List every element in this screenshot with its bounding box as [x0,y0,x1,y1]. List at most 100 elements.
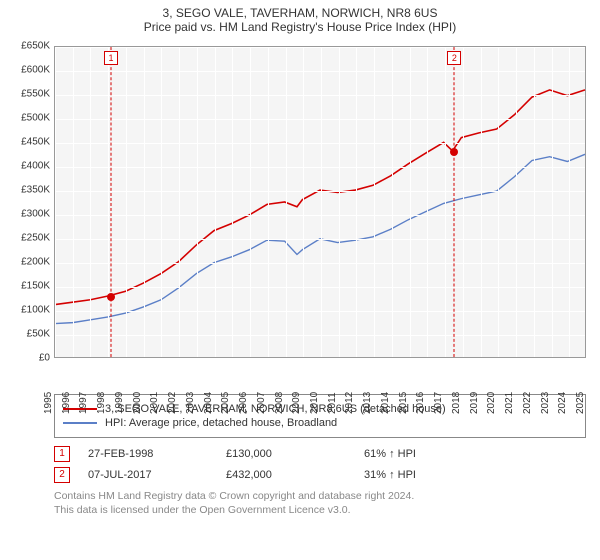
x-tick-label: 2009 [291,392,302,414]
x-tick-label: 1998 [96,392,107,414]
legend-label: HPI: Average price, detached house, Broa… [105,417,337,429]
gridline-v [197,47,198,357]
gridline-h [55,95,585,96]
gridline-h [55,119,585,120]
gridline-v [534,47,535,357]
footer-line-2: This data is licensed under the Open Gov… [54,503,586,517]
y-tick-label: £550K [21,89,50,100]
x-tick-label: 2023 [539,392,550,414]
series-price_paid [55,90,585,305]
y-tick-label: £100K [21,305,50,316]
gridline-h [55,143,585,144]
x-tick-label: 2025 [575,392,586,414]
y-tick-label: £400K [21,161,50,172]
gridline-v [587,47,588,357]
gridline-v [356,47,357,357]
page-title: 3, SEGO VALE, TAVERHAM, NORWICH, NR8 6US [10,6,590,20]
plot-area: 12 [54,46,586,358]
event-list: 127-FEB-1998£130,00061% ↑ HPI207-JUL-201… [54,446,586,483]
x-tick-label: 2020 [486,392,497,414]
gridline-v [55,47,56,357]
y-tick-label: £0 [39,353,50,364]
x-tick-label: 2003 [185,392,196,414]
x-tick-label: 2008 [273,392,284,414]
gridline-h [55,47,585,48]
gridline-v [108,47,109,357]
y-tick-label: £250K [21,233,50,244]
gridline-v [339,47,340,357]
gridline-v [144,47,145,357]
x-tick-label: 1997 [78,392,89,414]
marker-dot-2 [450,148,458,156]
x-tick-label: 1996 [61,392,72,414]
gridline-v [427,47,428,357]
x-tick-label: 2010 [309,392,320,414]
marker-box-1: 1 [104,51,118,65]
event-price: £130,000 [226,448,346,460]
gridline-v [179,47,180,357]
x-tick-label: 2001 [149,392,160,414]
gridline-v [232,47,233,357]
event-delta: 61% ↑ HPI [364,448,484,460]
gridline-h [55,263,585,264]
y-tick-label: £650K [21,41,50,52]
gridline-h [55,167,585,168]
y-tick-label: £50K [27,329,50,340]
gridline-h [55,71,585,72]
x-tick-label: 2002 [167,392,178,414]
gridline-v [481,47,482,357]
x-tick-label: 2000 [132,392,143,414]
footer-line-1: Contains HM Land Registry data © Crown c… [54,489,586,503]
gridline-v [73,47,74,357]
gridline-v [445,47,446,357]
gridline-h [55,335,585,336]
gridline-v [374,47,375,357]
event-row: 207-JUL-2017£432,00031% ↑ HPI [54,467,586,483]
x-tick-label: 2022 [522,392,533,414]
gridline-v [569,47,570,357]
page-subtitle: Price paid vs. HM Land Registry's House … [10,20,590,34]
y-tick-label: £350K [21,185,50,196]
event-date: 27-FEB-1998 [88,448,208,460]
marker-line-2 [454,47,455,357]
legend-row: HPI: Average price, detached house, Broa… [63,417,577,429]
x-tick-label: 2014 [380,392,391,414]
y-tick-label: £500K [21,113,50,124]
x-tick-label: 2011 [327,392,338,414]
y-tick-label: £450K [21,137,50,148]
x-tick-label: 2018 [451,392,462,414]
x-tick-label: 2013 [362,392,373,414]
x-tick-label: 2005 [220,392,231,414]
gridline-h [55,311,585,312]
x-tick-label: 2019 [468,392,479,414]
gridline-v [321,47,322,357]
x-tick-label: 2015 [398,392,409,414]
y-tick-label: £200K [21,257,50,268]
marker-box-2: 2 [447,51,461,65]
gridline-v [410,47,411,357]
x-tick-label: 2006 [238,392,249,414]
gridline-h [55,191,585,192]
gridline-v [516,47,517,357]
footer-attribution: Contains HM Land Registry data © Crown c… [54,489,586,517]
gridline-v [161,47,162,357]
event-row: 1 27-FEB-1998 £130,000 61% ↑ HPI [54,446,586,462]
gridline-v [392,47,393,357]
gridline-v [250,47,251,357]
y-tick-label: £150K [21,281,50,292]
event-price: £432,000 [226,469,346,481]
gridline-h [55,215,585,216]
gridline-v [552,47,553,357]
event-marker-1: 1 [54,446,70,462]
x-tick-label: 2007 [256,392,267,414]
gridline-v [268,47,269,357]
x-tick-label: 2012 [344,392,355,414]
marker-dot-1 [107,293,115,301]
x-tick-label: 2016 [415,392,426,414]
y-tick-label: £600K [21,65,50,76]
x-tick-label: 1995 [43,392,54,414]
x-tick-label: 2017 [433,392,444,414]
price-chart: 12 £0£50K£100K£150K£200K£250K£300K£350K£… [10,38,590,388]
y-tick-label: £300K [21,209,50,220]
event-delta: 31% ↑ HPI [364,469,484,481]
